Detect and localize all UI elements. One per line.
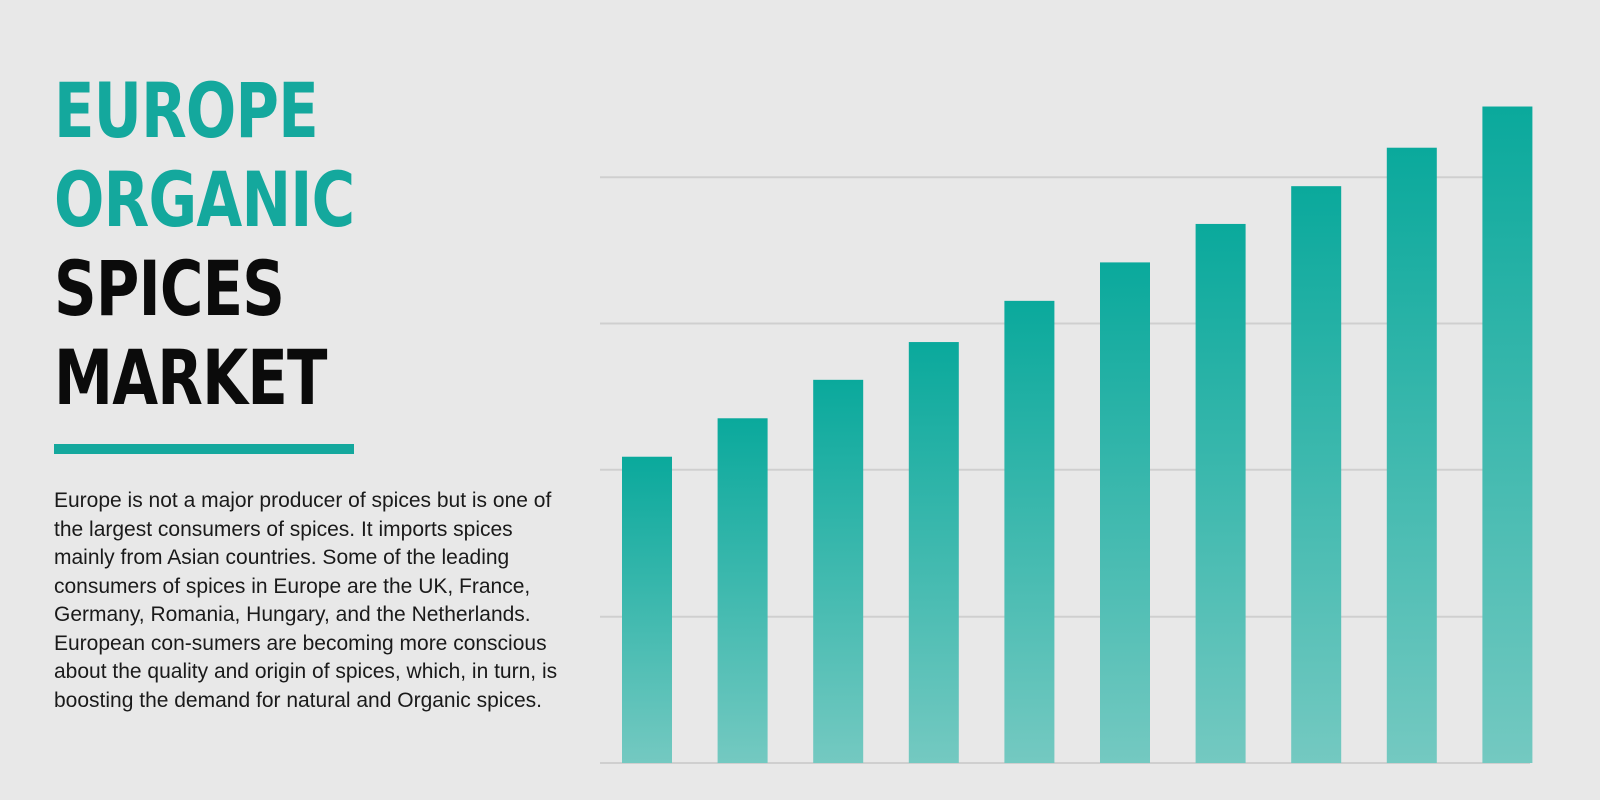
page-title: EUROPE ORGANIC SPICES MARKET <box>54 66 574 422</box>
bar-chart <box>600 106 1533 764</box>
bar-2 <box>717 418 768 763</box>
bar-6 <box>1100 262 1150 763</box>
bar-1 <box>622 456 672 763</box>
title-underline <box>54 444 354 454</box>
title-line-spices: SPICES <box>54 244 285 333</box>
title-line-market: MARKET <box>54 333 327 422</box>
bar-4 <box>908 342 959 763</box>
bar-10 <box>1482 106 1533 764</box>
bar-9 <box>1386 147 1437 763</box>
bar-3 <box>813 379 864 763</box>
description-text: Europe is not a major producer of spices… <box>54 489 558 712</box>
bar-8 <box>1291 186 1342 763</box>
bar-7 <box>1195 223 1246 764</box>
bar-5 <box>1004 300 1055 763</box>
title-line-organic: ORGANIC <box>54 155 355 244</box>
title-line-europe: EUROPE <box>54 66 319 155</box>
